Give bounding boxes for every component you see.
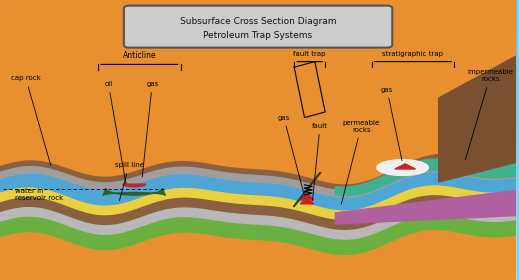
Polygon shape	[0, 143, 516, 189]
Text: water in
reservoir rock: water in reservoir rock	[16, 188, 64, 200]
Text: gas: gas	[381, 87, 402, 161]
Polygon shape	[301, 198, 314, 204]
Text: gas: gas	[142, 81, 158, 177]
Polygon shape	[0, 172, 516, 210]
Polygon shape	[123, 184, 145, 187]
Polygon shape	[0, 194, 516, 229]
Text: permeable
rocks: permeable rocks	[342, 120, 380, 204]
Text: Petroleum Trap Systems: Petroleum Trap Systems	[203, 31, 312, 39]
Text: cap rock: cap rock	[11, 75, 51, 165]
Polygon shape	[439, 56, 516, 182]
Polygon shape	[335, 159, 516, 196]
Text: Anticline: Anticline	[122, 51, 156, 60]
FancyBboxPatch shape	[124, 6, 392, 48]
Polygon shape	[335, 190, 516, 224]
Polygon shape	[0, 204, 516, 239]
Polygon shape	[0, 185, 516, 220]
Text: gas: gas	[278, 115, 304, 193]
Text: impermeable
rocks: impermeable rocks	[466, 69, 513, 160]
Polygon shape	[377, 160, 428, 175]
Polygon shape	[301, 193, 314, 200]
Text: stratigraphic trap: stratigraphic trap	[383, 52, 443, 57]
Polygon shape	[395, 164, 416, 169]
Polygon shape	[103, 188, 165, 195]
Polygon shape	[0, 164, 516, 197]
Polygon shape	[0, 214, 516, 255]
Text: fault trap: fault trap	[293, 52, 326, 57]
Text: spill line: spill line	[115, 162, 144, 201]
Text: fault: fault	[312, 123, 328, 200]
Text: oil: oil	[104, 81, 126, 184]
Text: Subsurface Cross Section Diagram: Subsurface Cross Section Diagram	[180, 17, 336, 25]
